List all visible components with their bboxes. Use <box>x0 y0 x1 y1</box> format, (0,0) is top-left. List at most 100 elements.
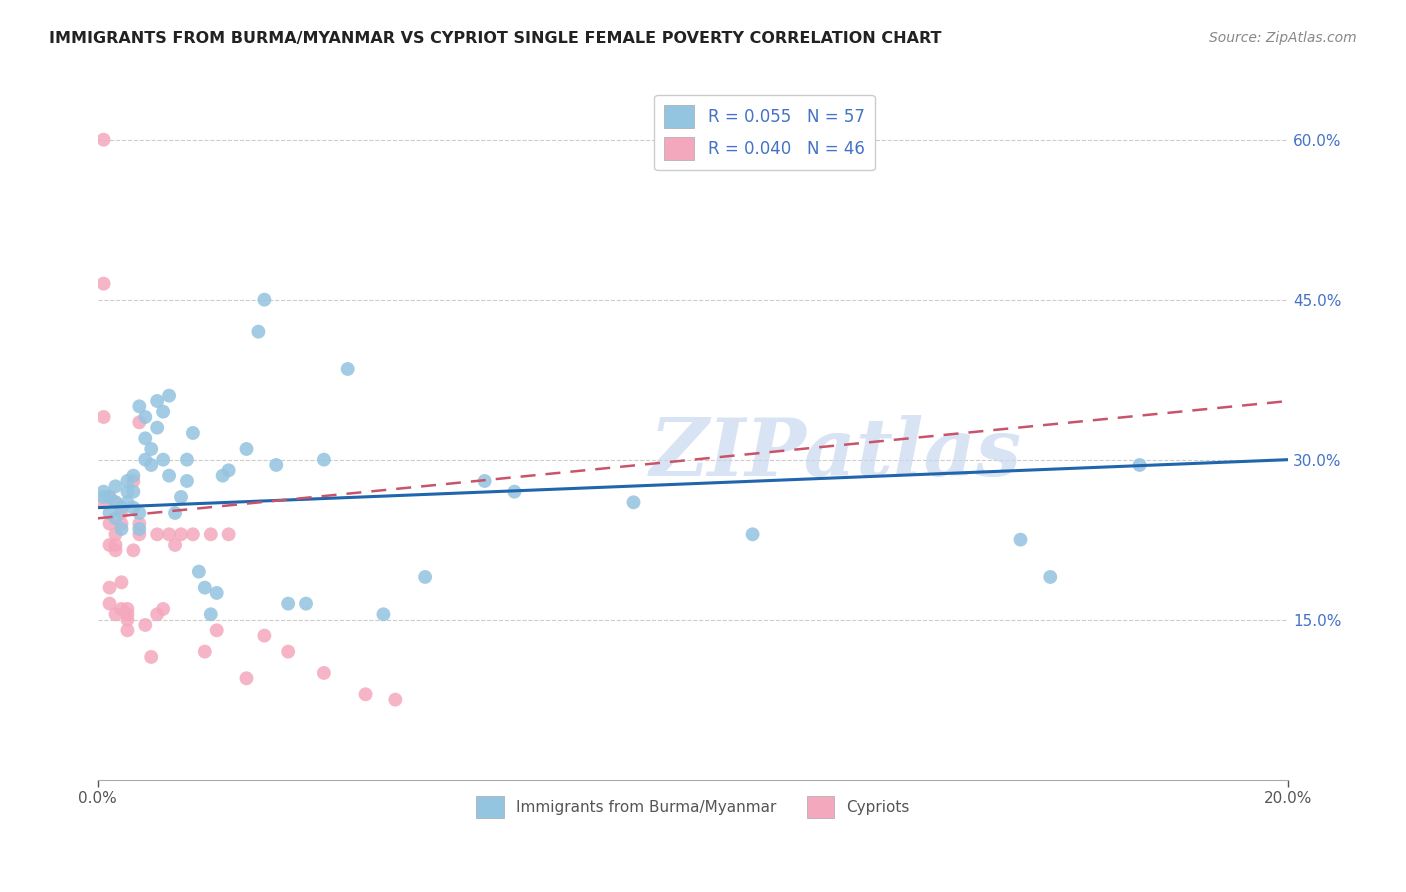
Point <box>205 586 228 600</box>
Point <box>122 484 145 499</box>
Point <box>503 484 526 499</box>
Point <box>141 458 163 472</box>
Point <box>93 495 115 509</box>
Point <box>194 581 217 595</box>
Point <box>110 575 132 590</box>
Point <box>146 420 169 434</box>
Point <box>354 687 377 701</box>
Point <box>141 649 163 664</box>
Point <box>157 527 180 541</box>
Point <box>117 602 139 616</box>
Point <box>163 538 186 552</box>
Text: IMMIGRANTS FROM BURMA/MYANMAR VS CYPRIOT SINGLE FEMALE POVERTY CORRELATION CHART: IMMIGRANTS FROM BURMA/MYANMAR VS CYPRIOT… <box>49 31 942 46</box>
Point <box>157 389 180 403</box>
Point <box>104 511 127 525</box>
Point <box>235 442 257 456</box>
Point <box>181 425 204 440</box>
Point <box>128 400 150 414</box>
Point <box>128 516 150 531</box>
Point <box>218 527 240 541</box>
Point <box>176 452 198 467</box>
Point <box>98 490 121 504</box>
Point <box>98 597 121 611</box>
Point <box>110 500 132 515</box>
Point <box>117 484 139 499</box>
Point <box>194 645 217 659</box>
Point <box>373 607 395 622</box>
Point <box>187 565 209 579</box>
Point <box>98 538 121 552</box>
Point <box>98 506 121 520</box>
Point <box>413 570 436 584</box>
Point <box>104 538 127 552</box>
Point <box>117 607 139 622</box>
Point <box>104 495 127 509</box>
Point <box>128 527 150 541</box>
Point <box>134 618 156 632</box>
Point <box>277 645 299 659</box>
Point <box>1010 533 1032 547</box>
Point <box>235 671 257 685</box>
Point <box>104 607 127 622</box>
Point <box>117 474 139 488</box>
Point <box>1039 570 1062 584</box>
Point <box>146 394 169 409</box>
Point <box>104 543 127 558</box>
Point <box>98 490 121 504</box>
Point <box>264 458 287 472</box>
Point <box>104 495 127 509</box>
Point <box>741 527 763 541</box>
Point <box>110 516 132 531</box>
Point <box>98 516 121 531</box>
Point <box>146 527 169 541</box>
Point <box>170 490 193 504</box>
Point <box>623 495 645 509</box>
Point <box>474 474 496 488</box>
Point <box>128 415 150 429</box>
Point <box>205 624 228 638</box>
Point <box>122 474 145 488</box>
Point <box>312 665 335 680</box>
Point <box>93 409 115 424</box>
Point <box>253 293 276 307</box>
Legend: Immigrants from Burma/Myanmar, Cypriots: Immigrants from Burma/Myanmar, Cypriots <box>470 790 917 824</box>
Point <box>218 463 240 477</box>
Point <box>110 506 132 520</box>
Point <box>134 409 156 424</box>
Point <box>104 479 127 493</box>
Point <box>170 527 193 541</box>
Point <box>134 431 156 445</box>
Point <box>110 602 132 616</box>
Point <box>152 404 174 418</box>
Text: Source: ZipAtlas.com: Source: ZipAtlas.com <box>1209 31 1357 45</box>
Point <box>163 506 186 520</box>
Point <box>122 543 145 558</box>
Point <box>312 452 335 467</box>
Point <box>98 581 121 595</box>
Point <box>117 495 139 509</box>
Point <box>277 597 299 611</box>
Point <box>93 490 115 504</box>
Point <box>122 468 145 483</box>
Point <box>211 468 233 483</box>
Point <box>152 452 174 467</box>
Point <box>128 522 150 536</box>
Point <box>93 277 115 291</box>
Point <box>117 613 139 627</box>
Point <box>93 133 115 147</box>
Point <box>141 442 163 456</box>
Point <box>253 629 276 643</box>
Text: ZIPatlas: ZIPatlas <box>650 415 1022 492</box>
Point <box>157 468 180 483</box>
Point <box>1129 458 1152 472</box>
Point <box>200 607 222 622</box>
Point <box>122 500 145 515</box>
Point <box>336 362 359 376</box>
Point <box>176 474 198 488</box>
Point <box>181 527 204 541</box>
Point <box>295 597 318 611</box>
Point <box>134 452 156 467</box>
Point <box>384 692 406 706</box>
Point <box>200 527 222 541</box>
Point <box>247 325 270 339</box>
